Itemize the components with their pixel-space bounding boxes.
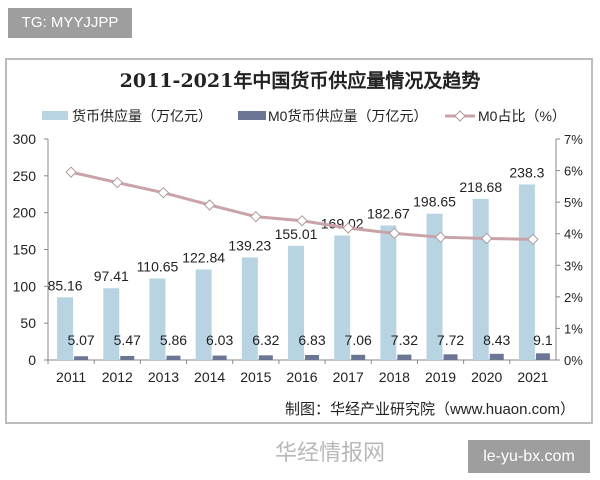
right-tick-label: 1% xyxy=(564,321,583,336)
bar-m0 xyxy=(535,353,550,360)
point-m0-ratio xyxy=(111,176,123,189)
data-label-money-supply: 122.84 xyxy=(182,250,225,266)
x-tick-label: 2019 xyxy=(425,369,456,385)
right-tick-label: 2% xyxy=(564,290,583,305)
bar-money-supply xyxy=(334,235,351,360)
point-m0-ratio xyxy=(527,233,539,246)
data-label-money-supply: 238.3 xyxy=(509,164,544,180)
left-tick-label: 250 xyxy=(13,168,37,184)
left-tick-label: 50 xyxy=(20,315,36,331)
data-label-money-supply: 182.67 xyxy=(367,205,410,221)
data-label-money-supply: 155.01 xyxy=(275,226,318,242)
bar-m0 xyxy=(212,355,227,360)
point-m0-ratio xyxy=(157,186,170,199)
data-label-m0: 8.43 xyxy=(483,332,510,348)
legend-marker-m0-ratio xyxy=(454,110,466,122)
bar-money-supply xyxy=(518,184,535,360)
bar-m0 xyxy=(443,354,458,360)
bar-money-supply xyxy=(288,245,304,360)
x-tick-label: 2015 xyxy=(240,369,271,385)
data-label-m0: 6.03 xyxy=(206,332,233,348)
left-tick-label: 200 xyxy=(13,205,37,221)
data-label-m0: 7.32 xyxy=(391,332,418,348)
legend-label-m0: M0货币供应量（万亿元） xyxy=(268,108,427,124)
legend-label-money-supply: 货币供应量（万亿元） xyxy=(72,108,212,124)
point-m0-ratio xyxy=(342,222,354,234)
data-label-m0: 5.86 xyxy=(160,332,187,348)
site-watermark: 华经情报网 xyxy=(275,441,385,466)
left-tick-label: 300 xyxy=(13,131,37,147)
bar-m0 xyxy=(351,354,366,360)
data-label-m0: 5.07 xyxy=(67,332,94,348)
point-m0-ratio xyxy=(65,166,77,178)
data-label-money-supply: 218.68 xyxy=(459,179,502,195)
left-tick-label: 150 xyxy=(13,242,37,258)
x-tick-label: 2021 xyxy=(517,369,548,385)
left-tick-label: 0 xyxy=(28,352,36,368)
bar-money-supply xyxy=(57,297,74,360)
bar-m0 xyxy=(166,355,181,360)
data-label-money-supply: 85.16 xyxy=(48,277,83,293)
source-note: 制图：华经产业研究院（www.huaon.com） xyxy=(285,400,575,418)
point-m0-ratio xyxy=(388,227,401,240)
legend-swatch-m0 xyxy=(238,111,266,120)
right-tick-label: 0% xyxy=(564,353,583,368)
bar-money-supply xyxy=(103,288,120,360)
data-label-m0: 6.32 xyxy=(252,332,279,348)
point-m0-ratio xyxy=(434,231,447,243)
bar-m0 xyxy=(120,355,135,360)
point-m0-ratio xyxy=(250,210,262,223)
x-tick-label: 2013 xyxy=(148,369,179,385)
x-tick-label: 2020 xyxy=(471,369,502,385)
bar-money-supply xyxy=(426,213,443,360)
bar-money-supply xyxy=(195,269,212,360)
point-m0-ratio xyxy=(203,199,216,211)
data-label-m0: 6.83 xyxy=(298,332,325,348)
left-tick-label: 100 xyxy=(13,278,37,294)
bar-money-supply xyxy=(149,278,166,360)
x-tick-label: 2012 xyxy=(102,369,133,385)
bar-m0 xyxy=(305,354,319,360)
tag-label: TG: MYYJJPP xyxy=(8,8,132,38)
right-tick-label: 4% xyxy=(564,227,583,242)
chart-title: 2011-2021年中国货币供应量情况及趋势 xyxy=(120,69,481,92)
data-label-money-supply: 110.65 xyxy=(137,258,179,274)
x-tick-label: 2014 xyxy=(194,369,225,385)
data-label-money-supply: 198.65 xyxy=(413,194,456,210)
x-tick-label: 2016 xyxy=(286,369,317,385)
point-m0-ratio xyxy=(296,215,308,227)
right-tick-label: 3% xyxy=(564,258,583,273)
legend-swatch-money-supply xyxy=(42,111,68,120)
bar-money-supply xyxy=(380,225,397,360)
bar-m0 xyxy=(74,356,89,360)
data-label-m0: 9.1 xyxy=(533,332,553,348)
x-tick-label: 2011 xyxy=(56,369,86,385)
right-tick-label: 6% xyxy=(564,164,583,179)
legend: 货币供应量（万亿元） M0货币供应量（万亿元） M0占比（%） xyxy=(42,108,566,124)
data-label-money-supply: 139.23 xyxy=(228,237,271,253)
x-tick-label: 2017 xyxy=(333,369,364,385)
x-tick-label: 2018 xyxy=(379,369,410,385)
legend-label-m0-ratio: M0占比（%） xyxy=(478,108,566,124)
right-tick-label: 5% xyxy=(564,195,583,210)
data-label-money-supply: 97.41 xyxy=(94,268,129,284)
right-tick-label: 7% xyxy=(564,132,583,147)
bar-m0 xyxy=(489,353,504,360)
bar-m0 xyxy=(258,355,273,360)
bar-m0 xyxy=(397,354,412,360)
data-label-m0: 5.47 xyxy=(114,332,141,348)
watermark-label: le-yu-bx.com xyxy=(468,440,590,473)
data-label-m0: 7.06 xyxy=(345,332,372,348)
data-label-m0: 7.72 xyxy=(437,332,464,348)
point-m0-ratio xyxy=(481,232,493,245)
chart-frame xyxy=(5,58,593,424)
bar-money-supply xyxy=(241,257,258,360)
